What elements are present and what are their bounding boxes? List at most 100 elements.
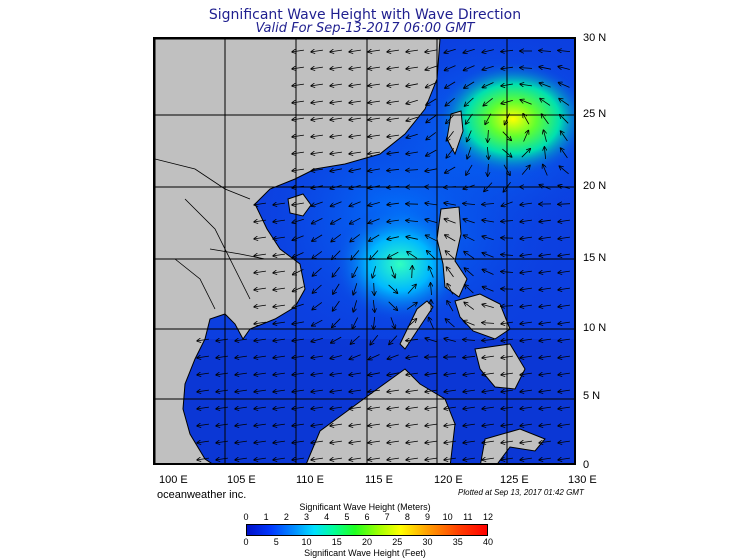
meters-tick-7: 7: [384, 512, 390, 522]
lon-label-110e: 110 E: [296, 474, 324, 486]
wave-height-map: [153, 37, 576, 465]
wave-arrow: [539, 356, 551, 358]
wave-arrow: [311, 338, 323, 341]
meters-tick-0: 0: [243, 512, 249, 522]
wave-arrow: [503, 164, 510, 175]
wave-arrow: [331, 217, 342, 224]
wave-arrow: [483, 270, 494, 275]
wave-direction-arrows: [197, 48, 571, 460]
wave-arrow: [482, 220, 494, 222]
palawan-island: [399, 300, 434, 350]
lat-label-30n: 30 N: [583, 32, 607, 44]
wave-arrow: [273, 458, 285, 460]
wave-arrow: [311, 101, 323, 103]
wave-arrow: [216, 390, 228, 392]
wave-arrow: [292, 135, 304, 137]
wave-arrow: [501, 441, 513, 443]
wave-arrow: [446, 319, 455, 328]
wave-arrow: [197, 339, 209, 341]
feet-tick-25: 25: [392, 537, 403, 547]
wave-arrow: [483, 287, 494, 292]
wave-arrow: [482, 204, 495, 205]
wave-arrow: [387, 407, 399, 409]
wave-arrow: [558, 458, 570, 460]
wave-arrow: [273, 237, 285, 239]
wave-arrow: [501, 458, 513, 460]
wave-arrow: [425, 219, 437, 223]
wave-arrow: [463, 184, 475, 189]
wave-arrow: [482, 236, 494, 241]
wave-arrow: [501, 390, 513, 392]
wave-arrow: [370, 250, 379, 260]
wave-arrow: [482, 458, 494, 460]
wave-arrow: [292, 152, 304, 154]
wave-arrow: [313, 284, 322, 293]
wave-arrow: [431, 283, 432, 296]
meters-tick-10: 10: [442, 512, 453, 522]
wave-arrow: [349, 407, 361, 409]
wave-arrow: [520, 84, 532, 86]
lon-label-115e: 115 E: [365, 474, 393, 486]
wave-arrow: [501, 424, 513, 426]
wave-arrow: [560, 115, 569, 124]
wave-arrow: [311, 84, 323, 86]
lon-label-130e: 130 E: [568, 474, 597, 486]
wave-arrow: [388, 251, 399, 258]
wave-arrow: [197, 373, 209, 375]
wave-arrow: [558, 322, 570, 324]
lat-label-0: 0: [583, 459, 590, 471]
wave-arrow: [330, 84, 342, 86]
wave-arrow: [330, 458, 342, 460]
wave-arrow: [254, 356, 266, 358]
lon-label-105e: 105 E: [227, 474, 256, 486]
wave-arrow: [558, 441, 570, 443]
wave-arrow: [292, 390, 304, 392]
wave-arrow: [293, 286, 304, 292]
wave-arrow: [463, 340, 476, 341]
wave-arrow: [332, 318, 341, 328]
typhoon-south-china-sea: [330, 204, 470, 324]
wave-arrow: [539, 237, 551, 239]
wave-arrow: [311, 50, 323, 52]
wave-arrow: [197, 356, 209, 358]
wave-arrow: [387, 118, 399, 120]
wave-arrow: [197, 458, 209, 460]
lat-label-10n: 10 N: [583, 322, 607, 334]
wave-arrow: [311, 407, 323, 409]
lon-label-125e: 125 E: [500, 474, 529, 486]
wave-arrow: [254, 407, 266, 409]
wave-arrow: [425, 424, 437, 426]
wave-arrow: [312, 302, 323, 309]
wave-arrow: [197, 424, 209, 426]
wave-arrow: [387, 101, 399, 103]
wave-arrow: [254, 458, 266, 460]
wave-arrow: [254, 237, 266, 239]
wave-arrow: [558, 67, 570, 70]
wave-arrow: [273, 203, 285, 205]
wave-arrow: [349, 50, 361, 52]
mindanao-island: [474, 343, 526, 390]
wave-arrow: [273, 356, 285, 358]
branding-text: oceanweather inc.: [157, 489, 247, 501]
wave-arrow: [273, 424, 285, 426]
meters-tick-1: 1: [263, 512, 269, 522]
wave-arrow: [406, 133, 418, 138]
typhoon-east-of-taiwan: [435, 61, 574, 177]
wave-arrow: [333, 283, 340, 294]
taiwan-island: [446, 110, 464, 156]
wave-arrow: [523, 131, 529, 142]
wave-arrow: [501, 356, 513, 358]
wave-arrow: [501, 67, 513, 69]
wave-arrow: [311, 390, 323, 392]
wave-arrow: [387, 67, 399, 69]
wave-arrow: [539, 373, 551, 375]
wave-arrow: [387, 203, 399, 205]
wave-arrow: [463, 458, 475, 460]
wave-arrow: [353, 283, 358, 294]
wave-arrow: [352, 266, 359, 278]
wave-arrow: [312, 218, 323, 223]
wave-arrow: [463, 48, 475, 53]
wave-arrow: [425, 441, 437, 443]
wave-arrow: [331, 201, 342, 207]
wave-arrow: [406, 390, 418, 392]
